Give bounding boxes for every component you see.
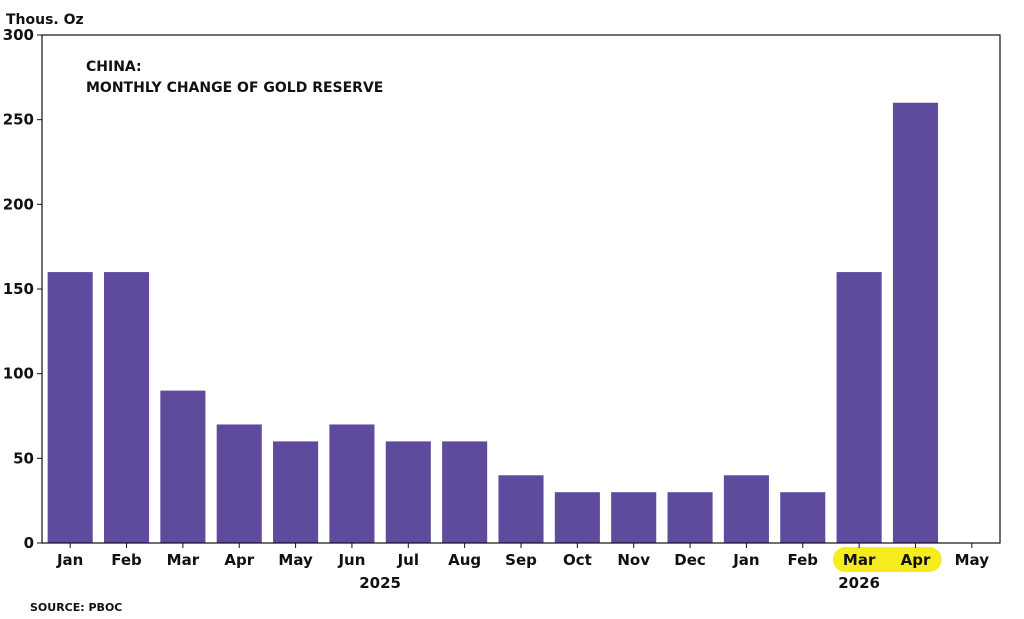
source-note: SOURCE: PBOC bbox=[30, 601, 122, 614]
x-tick-label: Nov bbox=[617, 551, 650, 569]
x-tick-label: Jun bbox=[337, 551, 365, 569]
bar-2 bbox=[160, 390, 206, 543]
y-tick-label: 100 bbox=[3, 365, 34, 383]
bar-6 bbox=[385, 441, 431, 543]
highlight-marker bbox=[832, 547, 942, 572]
year-labels: 2025 2026 bbox=[359, 574, 880, 592]
x-axis-ticks: Jan Feb Mar Apr May Jun Jul Aug Sep Oct Nov Dec Jan F… bbox=[56, 543, 989, 569]
x-tick-label: Apr bbox=[901, 551, 931, 569]
bar-13 bbox=[780, 492, 826, 543]
chart-title-line-1: CHINA: bbox=[86, 59, 142, 75]
bar-0 bbox=[47, 272, 93, 543]
year-label: 2026 bbox=[838, 574, 880, 592]
x-tick-label: Aug bbox=[448, 551, 481, 569]
y-axis-unit-label: Thous. Oz bbox=[6, 12, 84, 28]
x-tick-label: May bbox=[955, 551, 990, 569]
highlight-markers bbox=[832, 547, 942, 572]
y-tick-label: 50 bbox=[13, 449, 34, 467]
bar-5 bbox=[329, 424, 375, 543]
x-tick-label: Oct bbox=[563, 551, 592, 569]
y-axis-ticks: 0 50 100 150 200 250 300 bbox=[3, 26, 42, 552]
x-tick-label: Dec bbox=[674, 551, 706, 569]
y-tick-label: 150 bbox=[3, 280, 34, 298]
bar-10 bbox=[611, 492, 657, 543]
x-tick-label: Jul bbox=[397, 551, 419, 569]
x-tick-label: Jan bbox=[56, 551, 83, 569]
x-tick-label: Mar bbox=[843, 551, 876, 569]
x-tick-label: Mar bbox=[167, 551, 200, 569]
bar-4 bbox=[273, 441, 319, 543]
y-tick-label: 0 bbox=[24, 534, 34, 552]
bar-15 bbox=[892, 102, 939, 543]
x-tick-label: Feb bbox=[787, 551, 818, 569]
y-tick-label: 300 bbox=[3, 26, 34, 44]
y-tick-label: 250 bbox=[3, 111, 34, 129]
bar-12 bbox=[723, 475, 769, 543]
year-label: 2025 bbox=[359, 574, 401, 592]
y-tick-label: 200 bbox=[3, 195, 34, 213]
x-tick-label: Feb bbox=[111, 551, 142, 569]
x-tick-label: Sep bbox=[505, 551, 537, 569]
bar-1 bbox=[103, 272, 150, 543]
bars bbox=[47, 102, 939, 543]
x-tick-label: Apr bbox=[224, 551, 254, 569]
x-tick-label: Jan bbox=[732, 551, 759, 569]
bar-11 bbox=[667, 492, 713, 543]
bar-3 bbox=[216, 424, 262, 543]
x-tick-label: May bbox=[278, 551, 313, 569]
bar-9 bbox=[554, 492, 600, 543]
bar-14 bbox=[836, 272, 882, 543]
bar-7 bbox=[442, 441, 488, 543]
bar-8 bbox=[498, 475, 544, 543]
chart-title-line-2: MONTHLY CHANGE OF GOLD RESERVE bbox=[86, 80, 383, 96]
